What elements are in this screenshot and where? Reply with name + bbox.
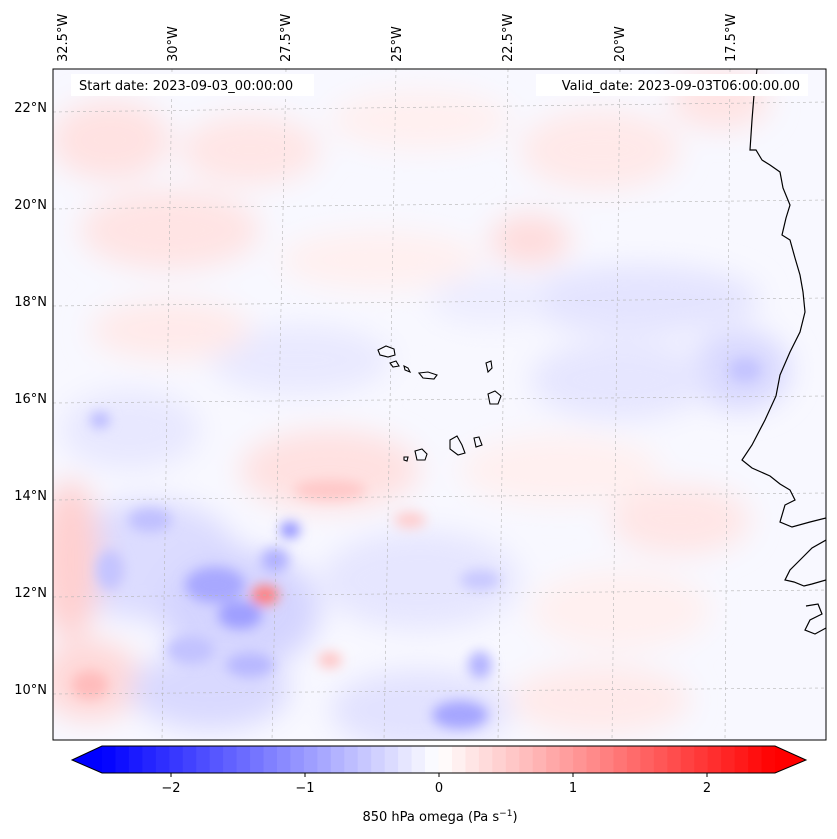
colorbar-swatch	[128, 746, 143, 773]
colorbar-swatch	[505, 746, 520, 773]
colorbar-swatch	[276, 746, 292, 773]
colorbar-swatch	[344, 746, 359, 773]
colorbar-swatch	[694, 746, 709, 773]
colorbar-swatch	[357, 746, 372, 773]
start-date-box	[71, 74, 314, 96]
colorbar-swatch	[263, 746, 278, 773]
valid-date-box	[536, 74, 808, 96]
colorbar-swatch	[317, 746, 332, 773]
lon-label-30w: 30°W	[166, 26, 181, 62]
lat-label-18n: 18°N	[14, 295, 47, 310]
colorbar-swatches	[72, 746, 806, 773]
map-plot-area	[52, 68, 827, 741]
colorbar-swatch	[600, 746, 615, 773]
lat-label-10n: 10°N	[14, 683, 47, 698]
colorbar-swatch	[478, 746, 493, 773]
colorbar: −2 −1 0 1 2 850 hPa omega (Pa s−1)	[70, 745, 808, 825]
colorbar-label-exp: −1	[499, 809, 512, 819]
lon-label-22-5w: 22.5°W	[501, 14, 516, 62]
colorbar-tick-2: 2	[703, 781, 711, 796]
colorbar-swatch	[142, 746, 157, 773]
lon-label-25w: 25°W	[390, 26, 405, 62]
colorbar-swatch	[748, 746, 763, 773]
colorbar-swatch	[492, 746, 507, 773]
colorbar-swatch	[613, 746, 628, 773]
colorbar-swatch	[115, 746, 130, 773]
valid-date-label: Valid_date: 2023-09-03T06:00:00.00	[562, 79, 800, 94]
colorbar-swatch	[411, 746, 426, 773]
africa-coastline	[741, 69, 826, 528]
coastlines	[741, 69, 826, 635]
start-date-label: Start date: 2023-09-03_00:00:00	[79, 79, 293, 94]
colorbar-swatch	[546, 746, 561, 773]
colorbar-label-close: )	[512, 810, 517, 825]
colorbar-swatch	[236, 746, 251, 773]
colorbar-extend-min	[72, 746, 102, 773]
colorbar-ticks	[170, 773, 708, 777]
colorbar-swatch	[653, 746, 668, 773]
colorbar-swatch	[290, 746, 305, 773]
colorbar-swatch	[586, 746, 601, 773]
colorbar-tick-neg1: −1	[295, 781, 314, 796]
colorbar-swatch	[465, 746, 480, 773]
colorbar-swatch	[209, 746, 224, 773]
colorbar-swatch	[680, 746, 695, 773]
graticule	[53, 69, 826, 740]
colorbar-swatch	[182, 746, 197, 773]
omega-field-broad	[53, 70, 790, 740]
colorbar-swatch	[223, 746, 238, 773]
colorbar-swatch	[761, 746, 776, 773]
latitude-labels: 22°N 20°N 18°N 16°N 14°N 12°N 10°N	[14, 101, 47, 698]
longitude-labels: 32.5°W 30°W 27.5°W 25°W 22.5°W 20°W 17.5…	[56, 14, 739, 62]
colorbar-swatch	[532, 746, 547, 773]
colorbar-label-main: 850 hPa omega (Pa s	[362, 810, 499, 825]
lat-label-22n: 22°N	[14, 101, 47, 116]
lon-label-27-5w: 27.5°W	[279, 14, 294, 62]
colorbar-swatch	[425, 746, 440, 773]
colorbar-swatch	[196, 746, 211, 773]
colorbar-swatch	[384, 746, 399, 773]
colorbar-swatch	[303, 746, 318, 773]
colorbar-swatch	[721, 746, 736, 773]
colorbar-swatch	[398, 746, 413, 773]
colorbar-swatch	[371, 746, 386, 773]
colorbar-tick-1: 1	[569, 781, 577, 796]
colorbar-swatch	[626, 746, 641, 773]
colorbar-swatch	[707, 746, 722, 773]
colorbar-swatch	[169, 746, 184, 773]
colorbar-swatch	[155, 746, 170, 773]
lat-label-12n: 12°N	[14, 586, 47, 601]
omega-field-convective	[72, 358, 761, 729]
colorbar-swatch	[102, 746, 117, 773]
colorbar-swatch	[734, 746, 749, 773]
colorbar-swatch	[438, 746, 453, 773]
colorbar-swatch	[559, 746, 574, 773]
colorbar-swatch	[330, 746, 345, 773]
colorbar-tick-neg2: −2	[161, 781, 180, 796]
colorbar-swatch	[519, 746, 534, 773]
lon-label-20w: 20°W	[613, 26, 628, 62]
colorbar-swatch	[667, 746, 682, 773]
colorbar-extend-max	[775, 746, 806, 773]
colorbar-outline	[70, 745, 808, 774]
cape-verde-islands	[377, 345, 502, 462]
lon-label-32-5w: 32.5°W	[56, 14, 71, 62]
lat-label-16n: 16°N	[14, 392, 47, 407]
colorbar-swatch	[573, 746, 588, 773]
lat-label-20n: 20°N	[14, 198, 47, 213]
lat-label-14n: 14°N	[14, 489, 47, 504]
colorbar-swatch	[451, 746, 467, 773]
colorbar-label: 850 hPa omega (Pa s−1)	[362, 809, 517, 825]
colorbar-swatch	[640, 746, 655, 773]
lon-label-17-5w: 17.5°W	[724, 14, 739, 62]
colorbar-tick-0: 0	[435, 781, 443, 796]
colorbar-swatch	[250, 746, 265, 773]
